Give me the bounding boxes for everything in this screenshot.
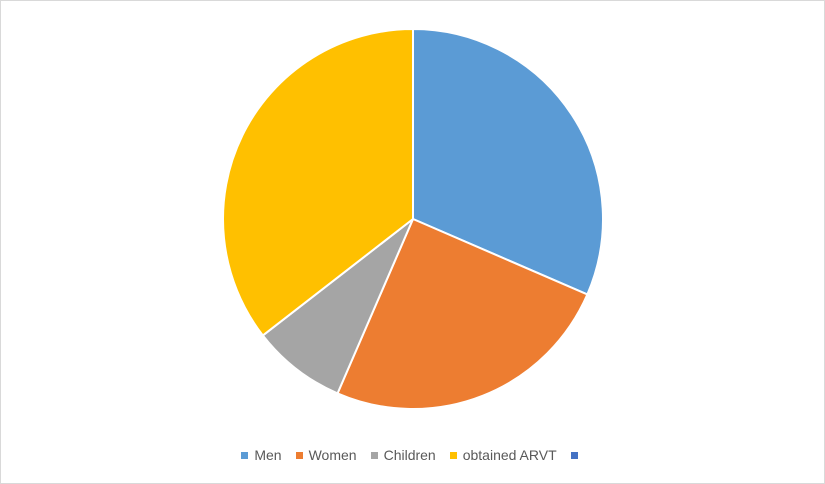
legend-label: Children [383,447,436,463]
legend: Men Women Children obtained ARVT [1,447,824,463]
legend-label: Women [308,447,357,463]
pie-slice-men [412,27,604,296]
pie-slice-women [336,217,589,410]
legend-item: obtained ARVT [449,447,557,463]
legend-swatch [295,451,303,459]
legend-label: Men [254,447,282,463]
legend-item [570,447,584,463]
pie-slice-obtained-arvt [222,27,414,337]
legend-swatch [449,451,457,459]
legend-item: Children [370,447,436,463]
pie-slice-children [261,218,414,395]
legend-label: obtained ARVT [462,447,557,463]
legend-swatch [570,451,578,459]
legend-item: Men [241,447,282,463]
legend-swatch [241,451,249,459]
pie-chart [222,27,604,410]
legend-swatch [370,451,378,459]
legend-item: Women [295,447,357,463]
